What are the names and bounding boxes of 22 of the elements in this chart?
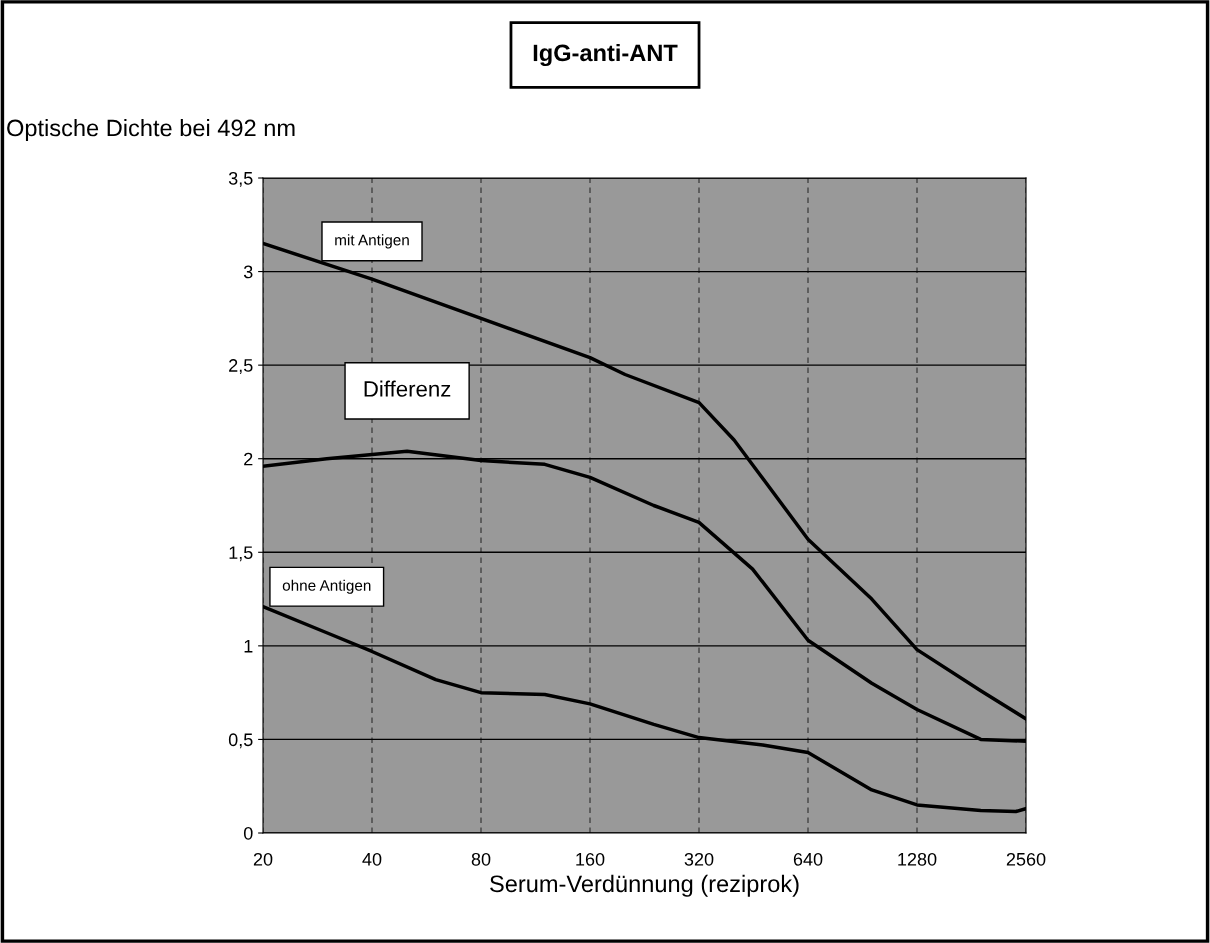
x-tick-label: 2560 bbox=[1006, 852, 1046, 866]
y-tick-label: 1 bbox=[244, 639, 253, 653]
series-label: ohne Antigen bbox=[282, 579, 371, 594]
y-tick-label: 2 bbox=[244, 452, 253, 466]
y-tick-label: 0,5 bbox=[228, 733, 253, 749]
x-tick-label: 80 bbox=[471, 852, 491, 866]
x-tick-label: 160 bbox=[576, 852, 605, 866]
x-tick-label: 40 bbox=[362, 852, 382, 866]
x-tick-label: 20 bbox=[253, 852, 273, 866]
series-label: mit Antigen bbox=[335, 234, 409, 249]
y-tick-label: 2,5 bbox=[229, 359, 253, 374]
y-tick-label: 1,5 bbox=[229, 546, 253, 562]
x-tick-label: 1280 bbox=[898, 852, 937, 866]
x-tick-label: 640 bbox=[793, 852, 823, 866]
y-tick-label: 3 bbox=[243, 265, 253, 279]
x-tick-label: 320 bbox=[684, 852, 714, 866]
x-axis-title: Serum-Verdünnung (reziprok) bbox=[490, 874, 799, 897]
y-axis-title: Optische Dichte bei 492 nm bbox=[7, 119, 295, 141]
text: Differenz bbox=[364, 380, 451, 397]
y-tick-label: 0 bbox=[243, 826, 253, 840]
y-tick-label: 3,5 bbox=[228, 171, 253, 187]
chart-title: IgG-anti-ANT bbox=[533, 43, 678, 67]
